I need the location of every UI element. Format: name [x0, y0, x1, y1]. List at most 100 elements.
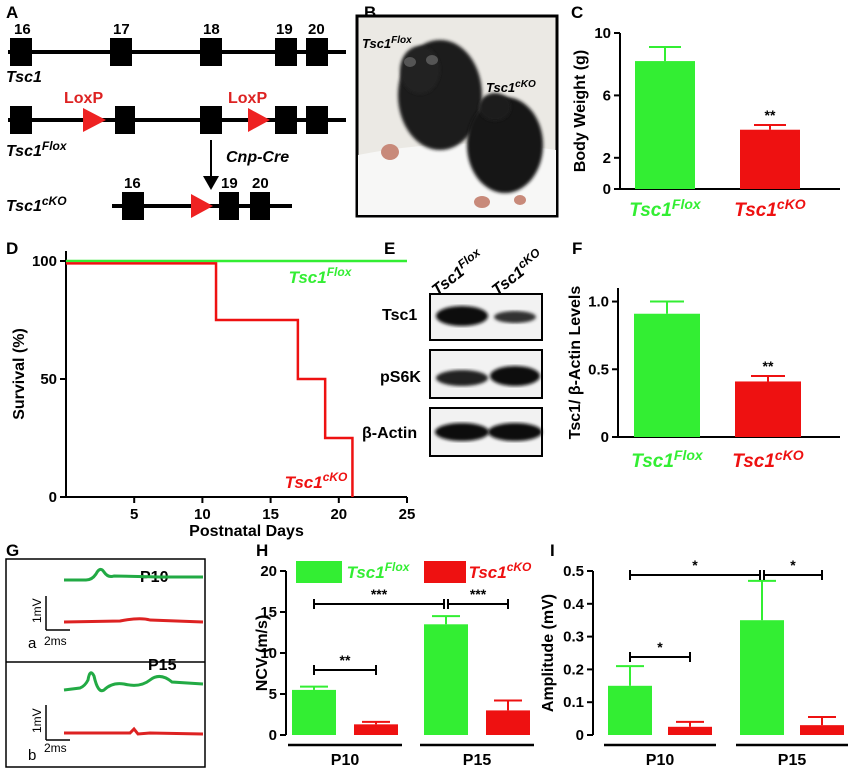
ncv-traces: P10 1mV 2ms a P15 1mV 2ms b — [5, 558, 206, 768]
x-tick-label: Tsc1Flox — [631, 447, 704, 472]
y-tick-label: 0 — [601, 429, 609, 446]
panel-label-g: G — [6, 541, 19, 560]
tsc1-label: Tsc1 — [6, 69, 42, 86]
bar — [634, 313, 700, 437]
significance-mark: * — [657, 639, 663, 655]
legend-label-cko: Tsc1cKO — [469, 560, 532, 582]
y-tick-label: 0.5 — [563, 563, 584, 580]
loxp-triangle — [248, 108, 270, 132]
bar — [608, 685, 652, 735]
exon-block — [250, 192, 270, 220]
blot-band — [494, 311, 536, 323]
series-label-flox: Tsc1Flox — [289, 265, 353, 287]
y-tick-label: 2 — [603, 150, 611, 167]
x-tick-label: 20 — [330, 506, 347, 523]
bar-group — [424, 615, 468, 735]
y-tick-label: 10 — [260, 645, 277, 662]
chart-amplitude: 0 0.1 0.2 0.3 0.4 0.5 Amplitude (mV) P10 P15 * * * — [540, 557, 848, 769]
legend-swatch-cko — [424, 561, 466, 583]
significance-mark: *** — [371, 586, 388, 602]
loxp-triangle — [191, 194, 213, 218]
survival-line-1 — [66, 262, 354, 497]
exon-17 — [110, 38, 132, 66]
y-tick-label: 0 — [49, 489, 57, 506]
y-axis-label: Amplitude (mV) — [540, 594, 557, 712]
blot-row-label: pS6K — [380, 369, 421, 386]
exon-label: 17 — [113, 21, 130, 38]
exon-20 — [306, 38, 328, 66]
mouse-ear — [404, 57, 416, 67]
bar-group — [634, 300, 700, 437]
tsc1-flox-label: Tsc1Flox — [6, 139, 68, 160]
bar — [800, 725, 844, 735]
blot-band — [435, 423, 489, 441]
mouse-flox-head — [400, 46, 440, 94]
lane-label-flox: Tsc1Flox — [427, 245, 489, 300]
scale-label-ms: 2ms — [44, 741, 67, 755]
x-group-label: P15 — [463, 752, 492, 769]
loxp-label: LoxP — [64, 90, 103, 107]
paw — [381, 144, 399, 160]
y-tick-label: 50 — [40, 371, 57, 388]
bar-group — [635, 46, 695, 189]
x-tick-label: Tsc1Flox — [629, 196, 702, 221]
legend: Tsc1Flox Tsc1cKO — [296, 560, 532, 583]
y-tick-label: 0.2 — [563, 661, 584, 678]
scale-label-mv: 1mV — [30, 598, 44, 623]
photo-label-cko: Tsc1cKO — [486, 79, 536, 95]
bar — [354, 724, 398, 735]
trace-label-p15: P15 — [148, 657, 177, 674]
legend-swatch-flox — [296, 561, 342, 583]
x-tick-label: 10 — [194, 506, 211, 523]
exon-block — [115, 106, 135, 134]
trace-p10-flox — [64, 567, 203, 582]
y-tick-label: 0.4 — [563, 596, 585, 613]
x-group-label: P10 — [646, 752, 675, 769]
blot-row-label: Tsc1 — [382, 307, 417, 324]
bar-group — [668, 720, 712, 735]
y-tick-label: 0.3 — [563, 629, 584, 646]
bar — [735, 381, 801, 437]
bar-group — [292, 685, 336, 735]
y-axis-label: Survival (%) — [11, 328, 28, 420]
significance-mark: *** — [470, 586, 487, 602]
x-tick-label: Tsc1cKO — [732, 447, 804, 472]
x-group-label: P15 — [778, 752, 807, 769]
trace-p15-cko — [64, 726, 204, 736]
bar — [668, 726, 712, 735]
panel-label-a: A — [6, 3, 18, 22]
paw — [514, 195, 526, 205]
y-tick-label: 15 — [260, 604, 277, 621]
significance-mark: ** — [340, 652, 351, 668]
exon-block — [275, 106, 297, 134]
bar-group — [800, 715, 844, 735]
exon-label: 20 — [308, 21, 325, 38]
exon-label: 20 — [252, 175, 269, 192]
panel-label-e: E — [384, 239, 395, 258]
exon-16 — [10, 38, 32, 66]
x-tick-label: 25 — [399, 506, 416, 523]
tsc1-cko-label: Tsc1cKO — [6, 194, 67, 215]
bar-group — [740, 124, 800, 189]
blot-band — [490, 366, 540, 386]
y-tick-label: 0 — [576, 727, 584, 744]
bar — [486, 710, 530, 735]
loxp-label: LoxP — [228, 90, 267, 107]
bar — [635, 61, 695, 189]
exon-block — [306, 106, 328, 134]
y-axis-label: NCV (m/s) — [254, 615, 271, 691]
legend-label-flox: Tsc1Flox — [347, 560, 411, 582]
series-label-cko: Tsc1cKO — [285, 470, 348, 492]
y-axis-label: Body Weight (g) — [572, 50, 589, 172]
scale-label-mv: 1mV — [30, 708, 44, 733]
panel-label-h: H — [256, 541, 268, 560]
exon-block — [219, 192, 239, 220]
y-tick-label: 100 — [32, 253, 57, 270]
y-tick-label: 10 — [594, 25, 611, 42]
cnp-cre-label: Cnp-Cre — [226, 149, 289, 166]
loxp-triangle — [83, 108, 106, 132]
significance-mark: ** — [765, 107, 776, 123]
chart-body-weight: 0 2 6 10 Body Weight (g) Tsc1Flox ** Tsc1cKO — [572, 25, 840, 221]
